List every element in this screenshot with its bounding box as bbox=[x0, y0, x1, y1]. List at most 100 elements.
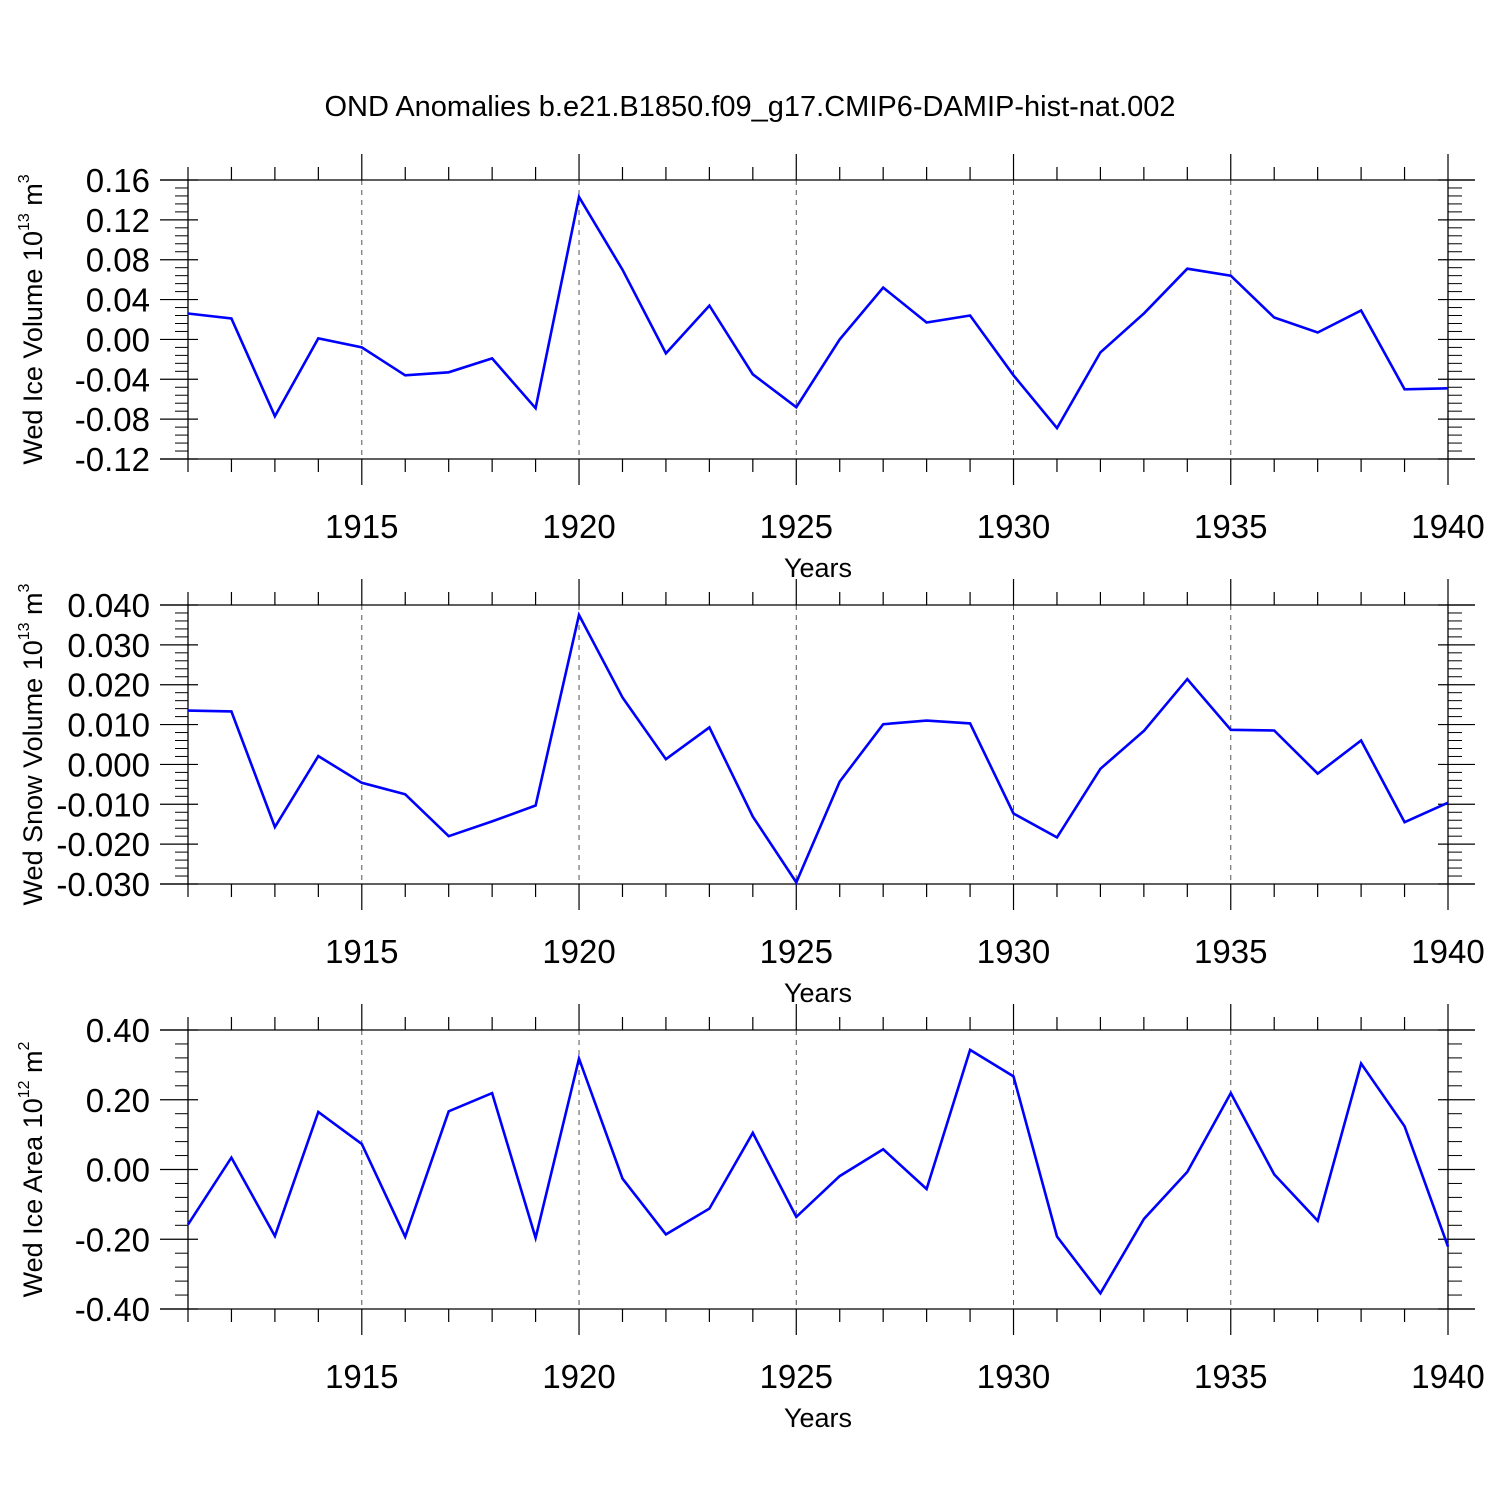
y-tick-label: 0.12 bbox=[86, 202, 150, 239]
data-point bbox=[229, 1156, 233, 1160]
chart-panel-2: -0.030-0.020-0.0100.0000.0100.0200.0300.… bbox=[16, 579, 1485, 1008]
data-point bbox=[925, 719, 929, 723]
data-point bbox=[273, 825, 277, 829]
data-point bbox=[403, 792, 407, 796]
x-tick-label: 1915 bbox=[325, 508, 398, 545]
data-point bbox=[794, 405, 798, 409]
data-point bbox=[577, 1057, 581, 1061]
data-point bbox=[403, 373, 407, 377]
data-point bbox=[620, 695, 624, 699]
y-tick-label: 0.040 bbox=[67, 587, 150, 624]
data-point bbox=[360, 1142, 364, 1146]
data-point bbox=[1055, 835, 1059, 839]
x-tick-label: 1930 bbox=[977, 1358, 1050, 1395]
series-line bbox=[186, 1047, 1450, 1296]
y-axis-label: Wed Snow Volume 1013 m3 bbox=[16, 583, 48, 905]
data-point bbox=[707, 725, 711, 729]
x-axis-label: Years bbox=[784, 553, 852, 583]
data-point bbox=[838, 1174, 842, 1178]
x-tick-label: 1935 bbox=[1194, 1358, 1267, 1395]
y-tick-label: -0.04 bbox=[75, 361, 150, 398]
data-point bbox=[186, 312, 190, 316]
data-point bbox=[1098, 350, 1102, 354]
data-point bbox=[490, 819, 494, 823]
data-point bbox=[707, 304, 711, 308]
x-tick-label: 1940 bbox=[1411, 1358, 1484, 1395]
x-tick-label: 1915 bbox=[325, 1358, 398, 1395]
y-tick-label: 0.000 bbox=[67, 746, 150, 783]
data-point bbox=[1055, 426, 1059, 430]
data-point bbox=[534, 803, 538, 807]
data-point bbox=[316, 336, 320, 340]
data-point bbox=[490, 1091, 494, 1095]
y-tick-label: -0.40 bbox=[75, 1291, 150, 1328]
data-point bbox=[1185, 677, 1189, 681]
data-point bbox=[1403, 387, 1407, 391]
data-point bbox=[186, 709, 190, 713]
data-point bbox=[838, 337, 842, 341]
data-point bbox=[1446, 1245, 1450, 1249]
data-point bbox=[490, 356, 494, 360]
data-point bbox=[1012, 373, 1016, 377]
data-point bbox=[229, 317, 233, 321]
data-point bbox=[1446, 386, 1450, 390]
y-axis-label: Wed Ice Area 1012 m2 bbox=[16, 1041, 48, 1297]
y-tick-label: 0.40 bbox=[86, 1012, 150, 1049]
data-point bbox=[1272, 1172, 1276, 1176]
data-point bbox=[360, 345, 364, 349]
data-point bbox=[664, 757, 668, 761]
x-tick-label: 1925 bbox=[760, 1358, 833, 1395]
data-point bbox=[1142, 729, 1146, 733]
y-axis-label: Wed Ice Volume 1013 m3 bbox=[16, 174, 48, 464]
data-point bbox=[1316, 330, 1320, 334]
x-tick-label: 1935 bbox=[1194, 933, 1267, 970]
data-point bbox=[229, 709, 233, 713]
chart-panel-1: -0.12-0.08-0.040.000.040.080.120.16 1915 1… bbox=[16, 154, 1485, 583]
data-point bbox=[968, 721, 972, 725]
data-point bbox=[1012, 811, 1016, 815]
y-tick-label: -0.010 bbox=[56, 786, 150, 823]
series-line bbox=[187, 193, 1449, 431]
x-tick-label: 1940 bbox=[1411, 508, 1484, 545]
data-point bbox=[316, 1110, 320, 1114]
data-point bbox=[447, 834, 451, 838]
data-point bbox=[1185, 1170, 1189, 1174]
y-tick-label: 0.00 bbox=[86, 321, 150, 358]
y-tick-label: 0.00 bbox=[86, 1152, 150, 1189]
data-point bbox=[1403, 820, 1407, 824]
x-tick-label: 1920 bbox=[542, 1358, 615, 1395]
data-point bbox=[534, 406, 538, 410]
data-point bbox=[707, 1207, 711, 1211]
data-point bbox=[273, 414, 277, 418]
y-tick-label: -0.20 bbox=[75, 1221, 150, 1258]
data-point bbox=[881, 286, 885, 290]
x-tick-label: 1930 bbox=[977, 508, 1050, 545]
data-point bbox=[316, 754, 320, 758]
data-point bbox=[1229, 728, 1233, 732]
data-point bbox=[925, 1187, 929, 1191]
data-point bbox=[1098, 767, 1102, 771]
data-point bbox=[1229, 1091, 1233, 1095]
x-tick-label: 1930 bbox=[977, 933, 1050, 970]
data-point bbox=[1359, 1061, 1363, 1065]
data-point bbox=[360, 781, 364, 785]
data-point bbox=[1098, 1291, 1102, 1295]
x-tick-label: 1925 bbox=[760, 508, 833, 545]
y-tick-label: -0.020 bbox=[56, 826, 150, 863]
data-point bbox=[1229, 274, 1233, 278]
series-line bbox=[187, 611, 1449, 886]
data-point bbox=[794, 1215, 798, 1219]
data-point bbox=[838, 780, 842, 784]
data-point bbox=[1446, 801, 1450, 805]
y-tick-label: 0.04 bbox=[86, 282, 150, 319]
y-tick-label: 0.010 bbox=[67, 707, 150, 744]
data-point bbox=[273, 1234, 277, 1238]
data-point bbox=[881, 722, 885, 726]
data-point bbox=[968, 1048, 972, 1052]
data-point bbox=[534, 1236, 538, 1240]
x-axis-label: Years bbox=[784, 1403, 852, 1433]
data-point bbox=[577, 613, 581, 617]
data-point bbox=[925, 320, 929, 324]
y-tick-label: 0.030 bbox=[67, 627, 150, 664]
